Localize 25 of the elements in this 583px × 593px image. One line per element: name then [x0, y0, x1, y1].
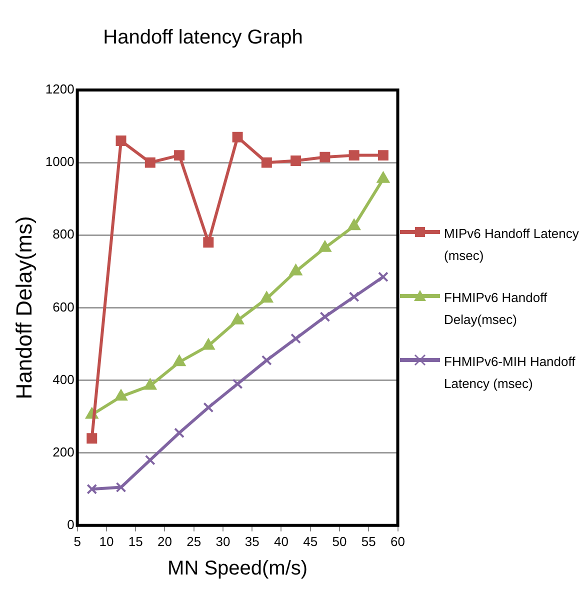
- legend-label: FHMIPv6 Handoff Delay(msec): [444, 289, 548, 329]
- x-tick-label: 25: [186, 534, 202, 549]
- x-tick-label: 55: [361, 534, 376, 549]
- y-tick-label: 1000: [45, 154, 74, 170]
- y-tick-label: 400: [52, 372, 74, 387]
- x-tick-label: 35: [244, 534, 260, 549]
- y-tick-label: 600: [52, 299, 74, 314]
- y-tick-label: 800: [52, 226, 74, 242]
- x-tick-label: 5: [74, 534, 81, 549]
- x-tick-label: 20: [157, 534, 172, 549]
- y-tick-label: 1200: [45, 82, 74, 97]
- x-tick-label: 45: [303, 534, 318, 549]
- x-tick-label: 15: [128, 534, 143, 549]
- x-tick-label: 10: [99, 534, 114, 549]
- x-tick-label: 60: [390, 534, 406, 549]
- x-tick-label: 40: [274, 534, 288, 549]
- y-axis-title: Handoff Delay(ms): [11, 216, 36, 400]
- legend-label: FHMIPv6-MIH Handoff Latency (msec): [444, 353, 576, 393]
- x-tick-label: 50: [332, 534, 347, 549]
- legend-label: MIPv6 Handoff Latency (msec): [444, 225, 580, 265]
- x-tick-label: 30: [216, 534, 230, 549]
- y-tick-label: 0: [67, 516, 74, 532]
- y-tick-label: 200: [52, 444, 74, 460]
- x-axis-title: MN Speed(m/s): [168, 558, 308, 580]
- chart-title: Handoff latency Graph: [103, 26, 303, 49]
